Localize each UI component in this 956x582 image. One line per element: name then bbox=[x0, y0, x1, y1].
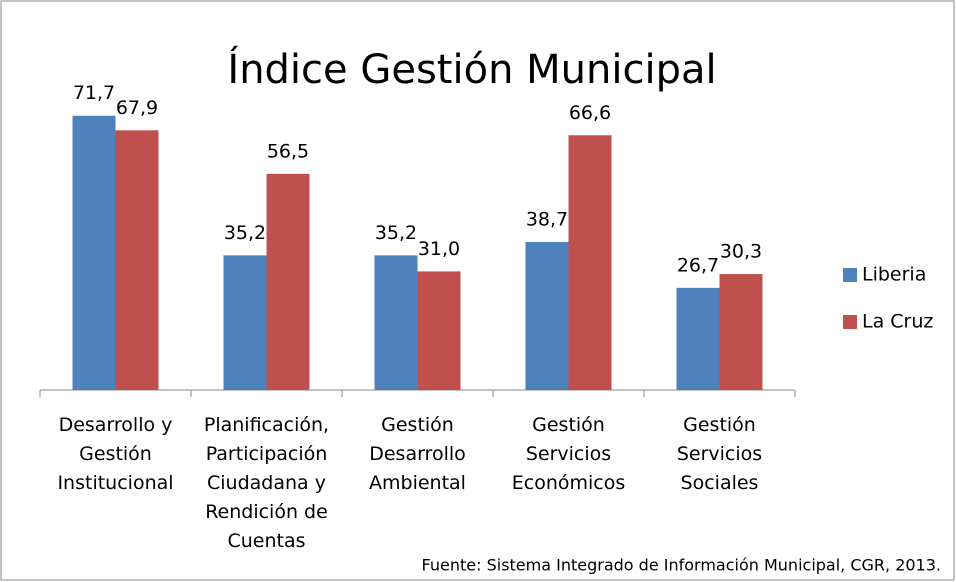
bar bbox=[568, 135, 612, 390]
legend-label: Liberia bbox=[862, 264, 926, 286]
value-label: 67,9 bbox=[116, 97, 158, 119]
value-label: 38,7 bbox=[526, 208, 568, 230]
bar bbox=[374, 255, 418, 390]
bar bbox=[266, 173, 310, 390]
value-label: 35,2 bbox=[375, 222, 417, 244]
x-tick-label: Planificación, Participación Ciudadana y Re… bbox=[204, 414, 329, 552]
legend-swatch bbox=[843, 268, 857, 282]
legend-swatch bbox=[843, 315, 857, 329]
value-label: 71,7 bbox=[73, 82, 115, 104]
legend-label: La Cruz bbox=[862, 311, 933, 333]
bar bbox=[223, 255, 267, 390]
source-note: Fuente: Sistema Integrado de Información… bbox=[422, 556, 941, 575]
bar bbox=[525, 241, 569, 390]
bar bbox=[72, 115, 116, 390]
x-tick-label: Gestión Desarrollo Ambiental bbox=[369, 414, 466, 494]
value-label: 35,2 bbox=[224, 222, 266, 244]
bar bbox=[719, 274, 763, 390]
bar bbox=[115, 130, 159, 390]
x-tick-label: Gestión Servicios Económicos bbox=[512, 414, 626, 494]
value-label: 30,3 bbox=[720, 241, 762, 263]
value-label: 56,5 bbox=[267, 140, 309, 162]
value-label: 26,7 bbox=[677, 254, 719, 276]
bar bbox=[676, 287, 720, 390]
value-label: 66,6 bbox=[569, 102, 611, 124]
value-label: 31,0 bbox=[418, 238, 460, 260]
x-tick-label: Desarrollo y Gestión Institucional bbox=[57, 414, 173, 494]
bar bbox=[417, 271, 461, 390]
chart-title: Índice Gestión Municipal bbox=[227, 45, 716, 93]
x-tick-label: Gestión Servicios Sociales bbox=[677, 414, 762, 494]
